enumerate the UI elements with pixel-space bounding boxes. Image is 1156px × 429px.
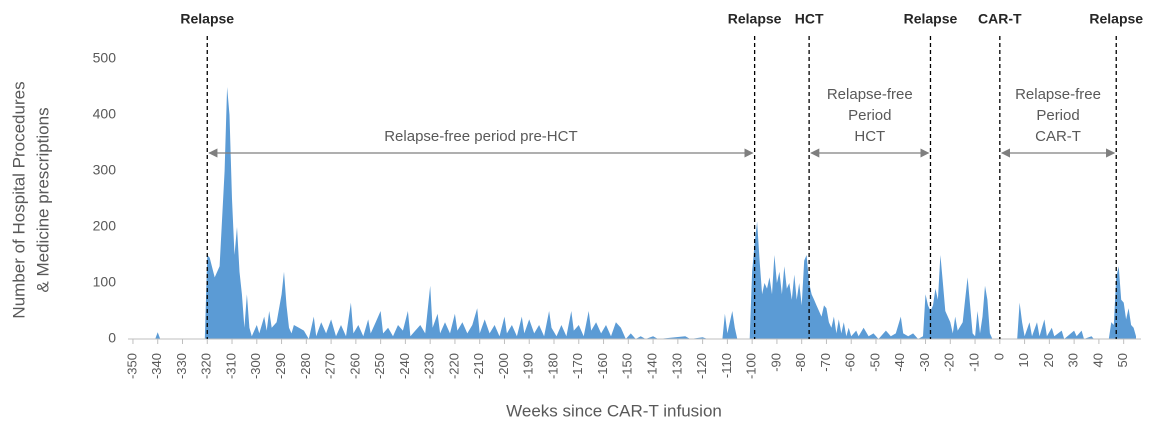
period-label: Period [1036, 107, 1079, 124]
x-tick-label: -300 [248, 353, 263, 379]
x-tick-label: -80 [793, 353, 808, 372]
x-tick-label: -40 [892, 353, 907, 372]
x-tick-label: -20 [942, 353, 957, 372]
x-tick-label: -120 [694, 353, 709, 379]
y-axis-title: & Medicine prescriptions [33, 107, 52, 292]
x-tick-label: 10 [1016, 353, 1031, 367]
x-tick-label: -280 [298, 353, 313, 379]
period-label: CAR-T [1035, 128, 1081, 145]
x-tick-label: -30 [917, 353, 932, 372]
x-tick-label: -270 [323, 353, 338, 379]
x-tick-label: -210 [471, 353, 486, 379]
x-tick-label: -240 [397, 353, 412, 379]
event-label: Relapse [904, 11, 958, 27]
event-label: HCT [795, 11, 824, 27]
x-tick-label: -50 [867, 353, 882, 372]
x-tick-label: -330 [174, 353, 189, 379]
event-label: Relapse [728, 11, 782, 27]
x-tick-label: -260 [347, 353, 362, 379]
period-label: Relapse-free [827, 86, 913, 103]
y-tick-label: 200 [93, 218, 117, 234]
x-tick-label: -170 [570, 353, 585, 379]
x-axis-title: Weeks since CAR-T infusion [506, 401, 722, 420]
x-tick-label: -340 [149, 353, 164, 379]
y-axis-title: Number of Hospital Procedures [9, 81, 28, 318]
x-tick-label: -180 [545, 353, 560, 379]
x-tick-label: -90 [768, 353, 783, 372]
period-label: Relapse-free [1015, 86, 1101, 103]
event-label: CAR-T [978, 11, 1022, 27]
x-tick-label: 50 [1115, 353, 1130, 367]
x-tick-label: -70 [818, 353, 833, 372]
x-tick-label: -220 [446, 353, 461, 379]
x-tick-label: -190 [521, 353, 536, 379]
y-tick-label: 0 [108, 330, 116, 346]
y-tick-label: 300 [93, 162, 117, 178]
period-label: HCT [854, 128, 885, 145]
y-tick-label: 100 [93, 274, 117, 290]
x-tick-label: -10 [966, 353, 981, 372]
x-tick-label: -250 [372, 353, 387, 379]
area [133, 87, 1136, 339]
x-tick-label: 0 [991, 353, 1006, 360]
x-tick-label: -130 [669, 353, 684, 379]
x-tick-label: 20 [1041, 353, 1056, 367]
x-tick-label: -290 [273, 353, 288, 379]
x-tick-label: 40 [1090, 353, 1105, 367]
x-tick-label: -110 [719, 353, 734, 378]
x-tick-label: -350 [124, 353, 139, 379]
x-tick-label: -200 [496, 353, 511, 379]
x-tick-label: -310 [223, 353, 238, 379]
x-tick-label: 30 [1066, 353, 1081, 367]
period-label: Relapse-free period pre-HCT [384, 128, 577, 145]
x-tick-label: -160 [595, 353, 610, 379]
event-label: Relapse [1089, 11, 1143, 27]
period-label: Period [848, 107, 891, 124]
x-tick-label: -230 [422, 353, 437, 379]
event-label: Relapse [180, 11, 234, 27]
y-tick-label: 500 [93, 50, 117, 66]
y-tick-label: 400 [93, 106, 117, 122]
x-tick-label: -60 [843, 353, 858, 372]
x-tick-label: -320 [199, 353, 214, 379]
x-tick-label: -150 [620, 353, 635, 379]
x-tick-label: -100 [744, 353, 759, 379]
x-tick-label: -140 [645, 353, 660, 379]
